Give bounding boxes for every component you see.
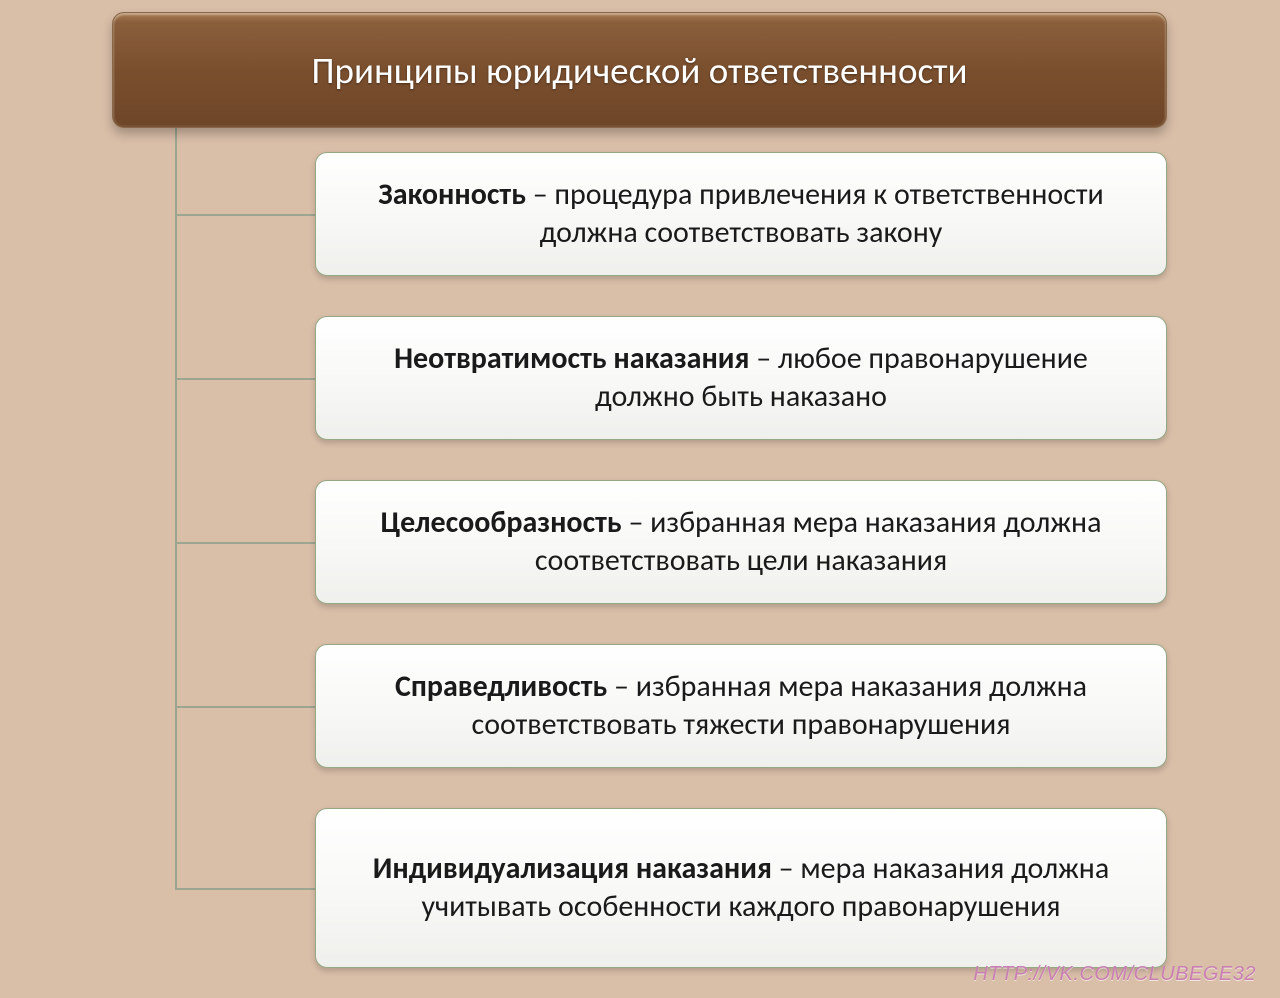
principle-term: Целесообразность	[381, 504, 622, 541]
connector-branch	[175, 888, 315, 890]
principle-text: Справедливость – избранная мера наказани…	[352, 668, 1130, 745]
diagram-title: Принципы юридической ответственности	[312, 48, 968, 93]
watermark-text: HTTP://VK.COM/CLUBEGE32	[973, 963, 1256, 986]
principle-item: Неотвратимость наказания – любое правона…	[315, 316, 1167, 440]
principle-item: Законность – процедура привлечения к отв…	[315, 152, 1167, 276]
connector-trunk	[175, 128, 177, 890]
diagram-header: Принципы юридической ответственности	[112, 12, 1167, 128]
principle-term: Справедливость	[395, 668, 607, 705]
principle-text: Неотвратимость наказания – любое правона…	[352, 340, 1130, 417]
principle-text: Индивидуализация наказания – мера наказа…	[352, 850, 1130, 927]
principle-term: Индивидуализация наказания	[373, 850, 772, 887]
connector-branch	[175, 214, 315, 216]
principle-item: Целесообразность – избранная мера наказа…	[315, 480, 1167, 604]
principle-term: Законность	[378, 176, 526, 213]
principle-item: Индивидуализация наказания – мера наказа…	[315, 808, 1167, 968]
principle-text: Целесообразность – избранная мера наказа…	[352, 504, 1130, 581]
principle-definition: – процедура привлечения к ответственност…	[526, 176, 1104, 251]
principle-item: Справедливость – избранная мера наказани…	[315, 644, 1167, 768]
connector-branch	[175, 542, 315, 544]
connector-branch	[175, 706, 315, 708]
connector-branch	[175, 378, 315, 380]
principle-term: Неотвратимость наказания	[394, 340, 749, 377]
principle-text: Законность – процедура привлечения к отв…	[352, 176, 1130, 253]
